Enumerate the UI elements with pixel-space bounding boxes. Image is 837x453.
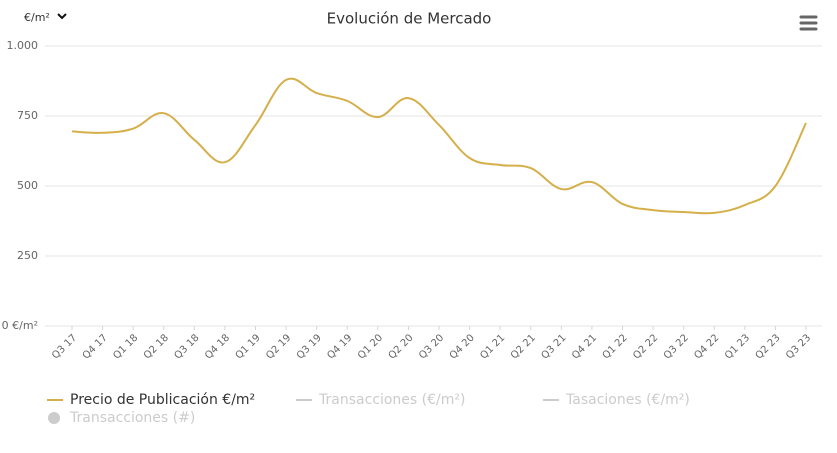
legend-item[interactable]: Tasaciones (€/m²) xyxy=(543,392,690,408)
x-tick-label: Q3 17 xyxy=(50,332,79,361)
x-tick-label: Q2 23 xyxy=(754,332,783,361)
x-tick-label: Q1 22 xyxy=(601,332,630,361)
legend-item[interactable]: Transacciones (€/m²) xyxy=(296,392,465,408)
legend-label: Transacciones (#) xyxy=(69,410,195,426)
y-tick-label: 0 €/m² xyxy=(2,319,38,332)
x-tick-label: Q1 21 xyxy=(478,332,507,361)
x-tick-label: Q2 22 xyxy=(631,332,660,361)
chevron-icon[interactable] xyxy=(57,13,67,20)
legend-label: Transacciones (€/m²) xyxy=(318,392,465,408)
legend-item[interactable]: Transacciones (#) xyxy=(48,410,195,426)
legend-label: Precio de Publicación €/m² xyxy=(70,392,255,408)
x-tick-label: Q4 22 xyxy=(692,332,721,361)
x-tick-label: Q2 18 xyxy=(142,332,171,361)
x-tick-label: Q4 19 xyxy=(325,332,354,361)
unit-selector-label[interactable]: €/m² xyxy=(24,11,50,24)
x-tick-label: Q4 17 xyxy=(81,332,110,361)
menu-button[interactable] xyxy=(799,15,818,31)
x-tick-label: Q4 21 xyxy=(570,332,599,361)
legend-label: Tasaciones (€/m²) xyxy=(565,392,690,408)
y-tick-label: 500 xyxy=(17,179,38,192)
x-tick-label: Q1 23 xyxy=(723,332,752,361)
y-tick-label: 750 xyxy=(17,109,38,122)
x-tick-label: Q4 18 xyxy=(203,332,232,361)
x-tick-label: Q3 23 xyxy=(784,332,813,361)
x-tick-label: Q1 18 xyxy=(111,332,140,361)
x-tick-label: Q2 20 xyxy=(387,332,416,361)
x-tick-label: Q2 21 xyxy=(509,332,538,361)
unit-selector[interactable]: €/m² xyxy=(24,11,67,24)
x-tick-label: Q1 19 xyxy=(234,332,263,361)
y-tick-label: 1.000 xyxy=(7,39,39,52)
x-tick-label: Q3 19 xyxy=(295,332,324,361)
x-tick-label: Q3 22 xyxy=(662,332,691,361)
legend-swatch xyxy=(48,412,60,424)
x-tick-label: Q3 18 xyxy=(172,332,201,361)
x-tick-label: Q1 20 xyxy=(356,332,385,361)
series-line xyxy=(71,77,807,215)
x-tick-label: Q2 19 xyxy=(264,332,293,361)
legend-item[interactable]: Precio de Publicación €/m² xyxy=(47,392,255,408)
x-tick-label: Q3 20 xyxy=(417,332,446,361)
chart-title: Evolución de Mercado xyxy=(327,10,492,28)
x-tick-label: Q4 20 xyxy=(448,332,477,361)
x-tick-label: Q3 21 xyxy=(539,332,568,361)
y-tick-label: 250 xyxy=(17,249,38,262)
